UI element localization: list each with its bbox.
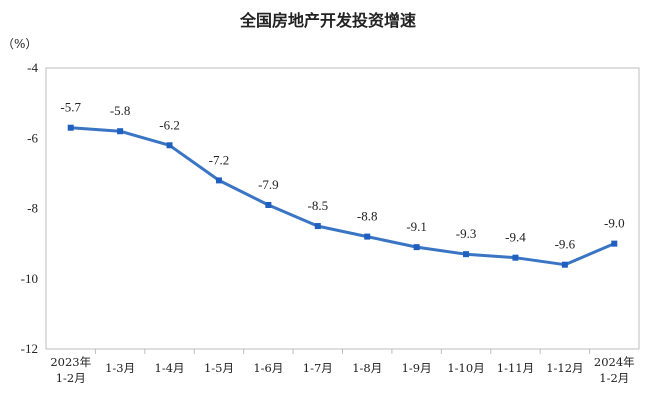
data-point: [561, 261, 568, 268]
data-point: [314, 223, 321, 230]
data-label: -7.2: [209, 152, 230, 167]
data-label: -5.8: [110, 103, 131, 118]
x-tick-label: 1-10月: [447, 361, 484, 375]
data-label: -7.9: [258, 177, 279, 192]
data-labels: -5.7 -5.8 -6.2 -7.2 -7.9 -8.5 -8.8 -9.1 -9.3 -9.4…: [60, 100, 624, 252]
plot-frame: [45, 67, 640, 350]
data-point: [166, 142, 173, 149]
x-tick-label: 1-5月: [204, 361, 234, 375]
x-tick-label: 2023年: [50, 355, 91, 369]
series-line: [70, 126, 615, 267]
data-label: -9.3: [456, 226, 477, 241]
data-label: -8.5: [307, 198, 328, 213]
data-label: -6.2: [159, 117, 180, 132]
x-tick-label: 1-11月: [497, 361, 534, 375]
x-tick-label: 1-2月: [599, 371, 629, 385]
data-point: [117, 128, 124, 135]
data-point: [611, 240, 618, 247]
y-tick-label: -4: [27, 60, 38, 75]
x-tick-label: 1-9月: [402, 361, 432, 375]
y-axis: -4 -6 -8 -10 -12: [21, 60, 39, 356]
series-investment-growth: [67, 124, 618, 268]
data-point: [463, 251, 470, 258]
y-unit-label: （%）: [2, 37, 37, 51]
x-tick-label: 2024年: [594, 355, 635, 369]
data-label: -9.0: [604, 216, 625, 231]
y-tick-label: -6: [27, 130, 38, 145]
x-tick-label: 1-2月: [56, 371, 86, 385]
x-axis: 2023年 1-2月 1-3月 1-4月 1-5月 1-6月 1-7月 1-8月 1-9月 1-1…: [50, 349, 635, 385]
data-label: -9.1: [406, 219, 427, 234]
data-point: [512, 254, 519, 261]
data-label: -9.6: [555, 237, 576, 252]
data-label: -8.8: [357, 209, 378, 224]
x-tick-label: 1-3月: [105, 361, 135, 375]
x-tick-label: 1-6月: [253, 361, 283, 375]
x-tick-label: 1-4月: [155, 361, 185, 375]
y-tick-label: -10: [21, 271, 38, 286]
data-label: -5.7: [60, 100, 81, 115]
data-point: [215, 177, 222, 184]
data-label: -9.4: [505, 230, 526, 245]
data-point: [413, 244, 420, 251]
y-tick-label: -12: [21, 341, 38, 356]
data-point: [364, 233, 371, 240]
chart-title: 全国房地产开发投资增速: [239, 11, 416, 30]
data-point: [265, 201, 272, 208]
x-tick-label: 1-7月: [303, 361, 333, 375]
x-tick-label: 1-12月: [546, 361, 583, 375]
y-tick-label: -8: [27, 201, 38, 216]
data-point: [67, 124, 74, 131]
x-tick-label: 1-8月: [352, 361, 382, 375]
